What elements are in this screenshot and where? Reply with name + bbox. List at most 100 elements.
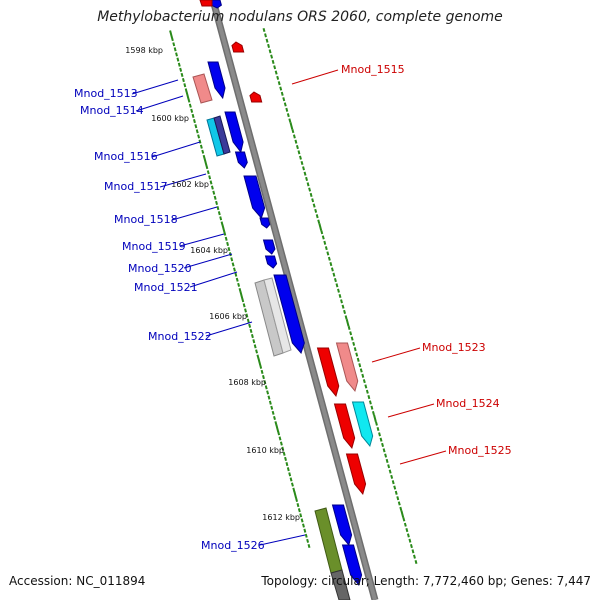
- scale-tick-right: [297, 150, 301, 155]
- scale-tick-right: [334, 277, 337, 283]
- gene-label-left[interactable]: Mnod_1513: [74, 87, 138, 100]
- scale-tick-right: [410, 543, 413, 549]
- label-leader-line: [189, 271, 238, 288]
- scale-tick-right: [413, 554, 416, 559]
- scale-label: 1604 kbp: [190, 246, 228, 255]
- scale-tick-right: [264, 33, 267, 38]
- scale-tick-right: [397, 501, 401, 506]
- scale-tick-right: [262, 27, 266, 33]
- label-leader-line: [399, 450, 447, 465]
- scale-tick-left: [285, 462, 289, 467]
- gene-arrow-reverse: [335, 342, 359, 393]
- scale-tick-right: [270, 54, 274, 59]
- scale-tick-left: [244, 308, 247, 313]
- scale-tick-right: [279, 86, 283, 91]
- scale-tick-left: [238, 287, 242, 293]
- scale-tick-left: [231, 262, 235, 267]
- scale-tick-left: [245, 313, 249, 318]
- scale-tick-right: [321, 235, 325, 240]
- gene-label-left[interactable]: Mnod_1517: [104, 180, 168, 193]
- scale-tick-right: [296, 144, 299, 150]
- scale-tick-left: [223, 231, 227, 236]
- scale-tick-left: [263, 380, 267, 385]
- scale-tick-right: [294, 139, 298, 144]
- scale-tick-left: [239, 291, 244, 299]
- scale-tick-right: [329, 262, 333, 267]
- scale-tick-right: [408, 538, 412, 543]
- scale-tick-right: [393, 485, 397, 490]
- gene-label-right[interactable]: Mnod_1515: [341, 63, 405, 76]
- scale-tick-left: [257, 357, 262, 366]
- scale-tick-left: [197, 134, 201, 139]
- scale-tick-left: [289, 477, 293, 482]
- scale-tick-left: [234, 272, 238, 277]
- scale-tick-right: [355, 352, 359, 357]
- scale-tick-right: [362, 379, 366, 384]
- scale-tick-left: [221, 224, 226, 233]
- scale-tick-left: [206, 170, 210, 175]
- scale-tick-right: [291, 129, 295, 134]
- scale-tick-left: [185, 91, 190, 100]
- label-leader-line: [183, 253, 233, 269]
- scale-tick-right: [375, 421, 378, 426]
- gene-label-left[interactable]: Mnod_1514: [80, 104, 144, 117]
- gene-arrow-forward: [243, 175, 266, 219]
- scale-tick-left: [180, 72, 184, 78]
- scale-tick-left: [274, 421, 278, 426]
- scale-tick-right: [405, 528, 409, 533]
- scale-tick-right: [406, 533, 410, 538]
- gene-label-right[interactable]: Mnod_1523: [422, 341, 486, 354]
- scale-tick-left: [215, 200, 218, 206]
- scale-tick-right: [378, 432, 381, 437]
- gene-label-left[interactable]: Mnod_1521: [134, 281, 198, 294]
- scale-tick-right: [276, 75, 280, 80]
- scale-tick-left: [260, 369, 264, 374]
- gene-label-left[interactable]: Mnod_1522: [148, 330, 212, 343]
- scale-tick-right: [365, 389, 369, 394]
- map-title: Methylobacterium nodulans ORS 2060, comp…: [97, 9, 503, 25]
- gene-label-left[interactable]: Mnod_1526: [201, 539, 265, 552]
- scale-tick-left: [297, 508, 301, 513]
- scale-tick-right: [361, 373, 365, 378]
- scale-tick-right: [303, 171, 307, 176]
- scale-tick-right: [403, 522, 407, 527]
- scale-tick-left: [201, 149, 205, 154]
- scale-tick-right: [273, 65, 277, 70]
- scale-tick-left: [190, 108, 194, 113]
- scale-tick-left: [226, 241, 230, 246]
- scale-tick-left: [304, 533, 308, 538]
- gene-label-right[interactable]: Mnod_1525: [448, 444, 512, 457]
- scale-tick-left: [279, 441, 283, 446]
- scale-tick-right: [391, 480, 395, 485]
- scale-tick-right: [414, 559, 418, 565]
- gene-block-gray: [330, 569, 351, 600]
- gene-label-left[interactable]: Mnod_1519: [122, 240, 186, 253]
- scale-tick-left: [259, 364, 263, 369]
- gene-block-pink: [192, 73, 213, 104]
- scale-tick-right: [280, 91, 284, 96]
- scale-tick-right: [282, 97, 286, 102]
- scale-tick-right: [338, 293, 342, 299]
- scale-tick-right: [402, 517, 406, 522]
- scale-tick-left: [267, 395, 271, 400]
- gene-label-left[interactable]: Mnod_1516: [94, 150, 158, 163]
- scale-tick-right: [268, 49, 272, 54]
- gene-label-left[interactable]: Mnod_1518: [114, 213, 178, 226]
- scale-label: 1608 kbp: [228, 378, 266, 387]
- gene-label-right[interactable]: Mnod_1524: [436, 397, 500, 410]
- scale-tick-left: [170, 37, 174, 42]
- scale-tick-right: [352, 341, 356, 346]
- scale-tick-right: [289, 122, 294, 130]
- scale-tick-left: [208, 175, 212, 180]
- scale-tick-right: [390, 474, 394, 479]
- scale-tick-left: [266, 390, 270, 395]
- scale-tick-left: [275, 424, 280, 432]
- scale-label: 1612 kbp: [262, 513, 300, 522]
- scale-tick-right: [274, 70, 278, 75]
- scale-tick-left: [253, 344, 257, 349]
- scale-tick-right: [394, 490, 398, 495]
- scale-tick-right: [283, 102, 287, 107]
- gene-label-left[interactable]: Mnod_1520: [128, 262, 192, 275]
- scale-tick-left: [205, 165, 209, 170]
